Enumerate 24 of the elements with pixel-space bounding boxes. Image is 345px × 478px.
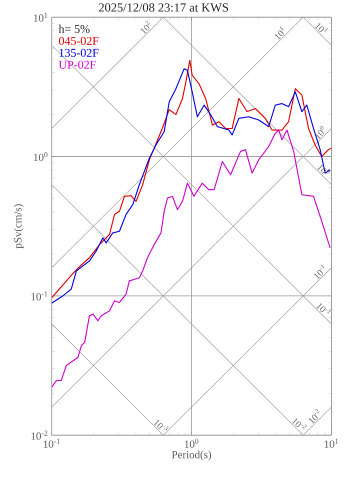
text: 135-02F [59,48,98,57]
annotation: 10$^{-1}$ [314,264,325,280]
annotation: 10$^{-2}$ [308,409,320,424]
annotation: 10$^{-3}$ [153,420,168,430]
annotation: 10$^{0}$ [316,164,330,174]
text: 045-02F [58,36,98,45]
annotation: h= 5% [58,24,90,34]
text: UP-02F [58,60,96,69]
annotation: 10$^{0}$ [314,126,324,140]
y-axis-title: pSv(cm/s) [14,204,24,248]
x-axis-title: Period(s) [172,450,211,461]
annotation: 10$^{1}$ [274,26,284,40]
x-tick-label: 10$^{1}$ [324,438,338,448]
annotation: 10$^{-1}$ [316,303,331,314]
y-tick-label: 10$^{-2}$ [31,430,48,440]
chart-title: 2025/12/08 23:17 at KWS [98,3,228,12]
y-tick-label: 10$^{0}$ [34,152,48,162]
x-tick-label: 10$^{0}$ [184,438,198,448]
annotation: 10$^{1}$ [314,23,328,32]
y-tick-label: 10$^{-1}$ [31,291,48,300]
annotation: 10$^{-2}$ [292,418,306,429]
annotation: 10$^{2}$ [140,20,150,34]
y-tick-label: 10$^{1}$ [34,12,48,22]
x-tick-label: 10$^{-1}$ [44,438,60,448]
